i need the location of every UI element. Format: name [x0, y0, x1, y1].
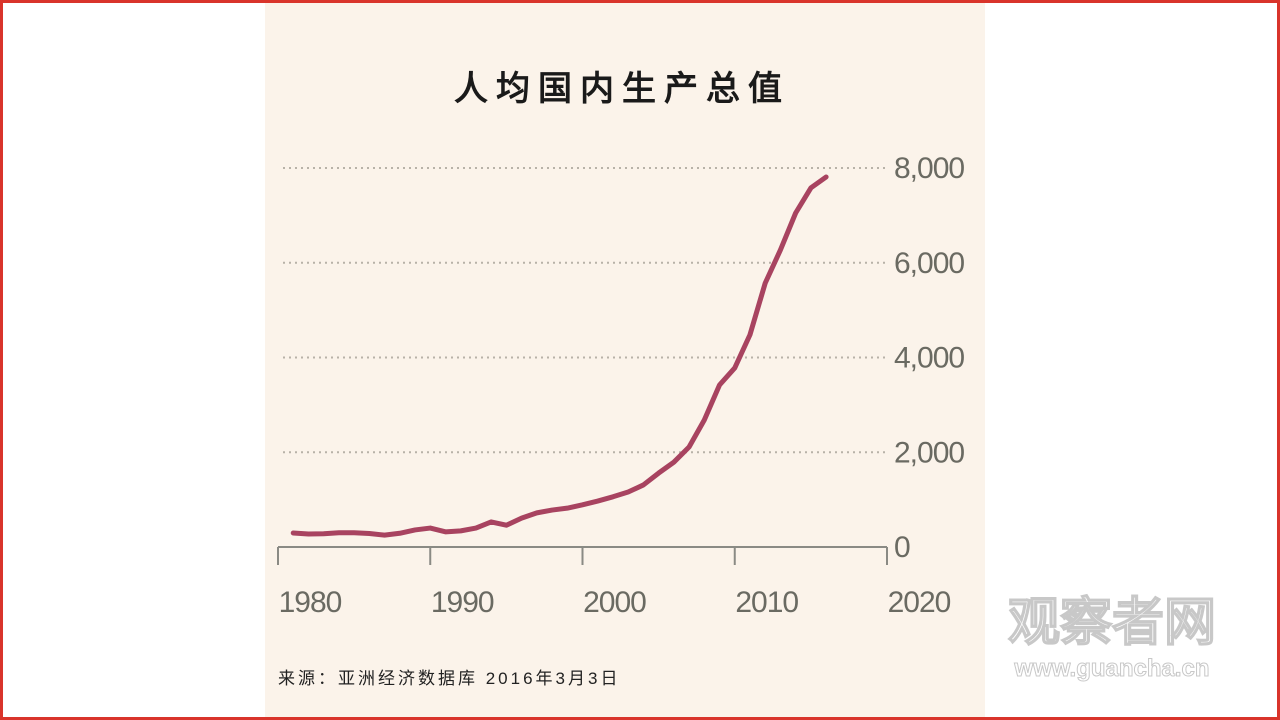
y-tick-label: 2,000	[894, 436, 964, 469]
data-line	[290, 174, 829, 538]
watermark: 观察者网	[1008, 594, 1216, 652]
y-tick-label: 6,000	[894, 247, 964, 280]
y-tick-label: 4,000	[894, 342, 964, 375]
x-tick-label: 2010	[735, 586, 798, 619]
chart-panel	[265, 3, 985, 717]
chart-title: 人均国内生产总值	[454, 69, 790, 109]
x-tick-label: 1980	[279, 586, 342, 619]
x-tick-label: 2000	[583, 586, 646, 619]
x-tick-label: 2020	[888, 586, 951, 619]
watermark-url: www.guancha.cn	[1013, 655, 1209, 682]
y-tick-label: 0	[894, 531, 910, 564]
x-tick-label: 1990	[431, 586, 494, 619]
y-tick-label: 8,000	[894, 152, 964, 185]
source-note: 来源：亚洲经济数据库 2016年3月3日	[278, 669, 620, 688]
